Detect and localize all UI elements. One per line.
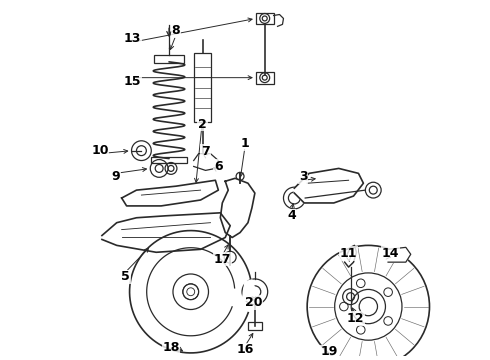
Polygon shape (102, 213, 230, 252)
Bar (154, 55, 184, 63)
Text: 12: 12 (347, 312, 364, 325)
Text: 16: 16 (236, 343, 254, 356)
Text: 13: 13 (124, 32, 141, 45)
Text: 8: 8 (172, 24, 180, 37)
Polygon shape (294, 168, 364, 203)
Polygon shape (220, 178, 255, 238)
Polygon shape (122, 180, 219, 206)
Text: 1: 1 (241, 137, 249, 150)
Text: 11: 11 (340, 247, 357, 260)
Bar (151, 157, 187, 162)
Text: 14: 14 (381, 247, 399, 260)
Bar (256, 13, 273, 24)
Text: 19: 19 (320, 346, 338, 359)
Bar (194, 53, 212, 122)
Polygon shape (388, 247, 411, 262)
Bar (248, 322, 262, 330)
Text: 2: 2 (198, 117, 207, 131)
Text: 15: 15 (124, 75, 141, 88)
Text: 20: 20 (245, 296, 263, 309)
Text: 3: 3 (299, 170, 308, 183)
Text: 18: 18 (162, 342, 180, 355)
Text: 6: 6 (214, 160, 222, 173)
Text: 5: 5 (121, 270, 130, 283)
Text: 10: 10 (91, 144, 109, 157)
Polygon shape (242, 280, 255, 302)
Polygon shape (194, 154, 219, 170)
Text: 4: 4 (287, 209, 296, 222)
Bar (256, 72, 273, 84)
Text: 17: 17 (214, 253, 231, 266)
Text: 7: 7 (201, 145, 210, 158)
Text: 9: 9 (111, 170, 120, 183)
